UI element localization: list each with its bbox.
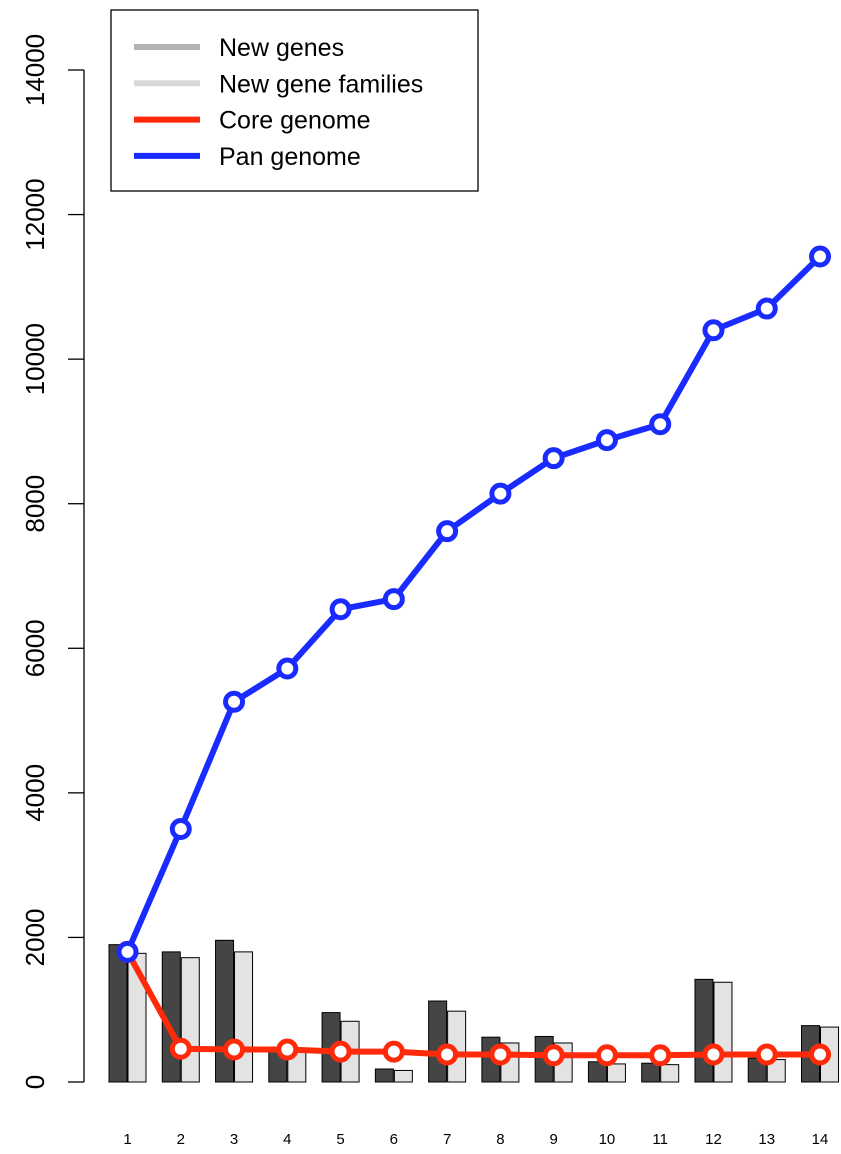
y-tick-label: 12000 [20,178,50,250]
legend: New genes New gene families Core genome Pan… [110,9,479,192]
x-tick-label: 12 [705,1131,722,1148]
x-tick-label: 4 [283,1131,291,1148]
pan-genome-point [755,297,778,320]
y-tick-label: 10000 [20,323,50,395]
core-genome-point [489,1043,512,1066]
x-tick-label: 6 [390,1131,398,1148]
x-tick-label: 8 [496,1131,504,1148]
pan-genome-point [382,588,405,611]
pan-genome-point [329,598,352,621]
bar-new-genes [641,1062,661,1083]
core-genome-point [436,1043,459,1066]
pan-genome-point [595,429,618,452]
pan-genome-segment [178,700,237,831]
pan-genome-point [649,413,672,436]
x-tick-label: 9 [549,1131,557,1148]
core-genome-segment [124,950,184,1051]
pan-genome-segment [391,529,450,601]
legend-label-core-genome: Core genome [219,107,370,135]
x-tick-label: 14 [812,1131,829,1148]
pan-genome-segment [285,607,343,671]
core-genome-point [595,1044,618,1067]
legend-label-new-genes: New genes [219,34,344,62]
bar-new-gene-families [234,951,254,1083]
core-genome-point [169,1037,192,1060]
core-genome-point [702,1043,725,1066]
y-axis: 0 2000 4000 6000 8000 10000 12000 14000 [20,34,85,1089]
y-tick-label: 0 [20,1075,50,1089]
pan-genome-point [542,447,565,470]
core-genome-point [755,1043,778,1066]
bar-new-genes [215,939,235,1083]
x-tick-label: 5 [336,1131,344,1148]
core-genome-point [809,1043,832,1066]
bar-new-gene-families [180,957,200,1083]
x-tick-label: 10 [599,1131,616,1148]
pan-genome-segment [124,827,184,954]
pan-genome-point [702,319,725,342]
core-genome-point [649,1044,672,1067]
y-tick-label: 4000 [20,764,50,822]
x-tick-label: 11 [652,1131,668,1148]
pan-genome-point [116,940,139,963]
bar-new-genes [428,1000,448,1083]
lines [116,245,832,1067]
pan-genome-point [223,690,246,713]
bar-new-gene-families [660,1064,680,1083]
core-genome-point [382,1040,405,1063]
pan-genome-point [436,520,459,543]
legend-box [110,9,479,192]
bar-new-gene-families [393,1069,413,1083]
bar-new-gene-families [606,1063,626,1083]
core-genome-point [223,1038,246,1061]
legend-label-new-gene-families: New gene families [219,70,423,98]
pan-genome-segment [657,328,717,426]
bar-new-genes [587,1061,607,1083]
pan-genome-point [276,657,299,680]
pan-genome-series [116,245,832,963]
x-tick-label: 13 [758,1131,775,1148]
pan-genome-point [809,245,832,268]
x-tick-label: 1 [123,1131,131,1148]
bar-new-genes [694,978,714,1083]
pan-genome-point [489,482,512,505]
pan-genome-point [169,818,192,840]
x-tick-label: 7 [443,1131,451,1148]
bar-new-genes [374,1068,394,1083]
bars [108,939,840,1083]
core-genome-point [542,1044,565,1067]
legend-label-pan-genome: Pan genome [219,143,361,171]
y-tick-label: 14000 [20,34,50,106]
x-axis: 1 2 3 4 5 6 7 8 9 10 11 12 13 14 [123,1131,828,1148]
core-genome-point [329,1040,352,1063]
y-tick-label: 8000 [20,475,50,533]
x-tick-label: 2 [177,1131,185,1148]
bar-new-genes [108,944,128,1083]
core-genome-point [276,1038,299,1061]
pan-genome-segment [764,254,823,311]
bar-new-gene-families [713,981,733,1083]
x-tick-label: 3 [230,1131,238,1148]
y-tick-label: 6000 [20,619,50,677]
y-tick-label: 2000 [20,909,50,967]
